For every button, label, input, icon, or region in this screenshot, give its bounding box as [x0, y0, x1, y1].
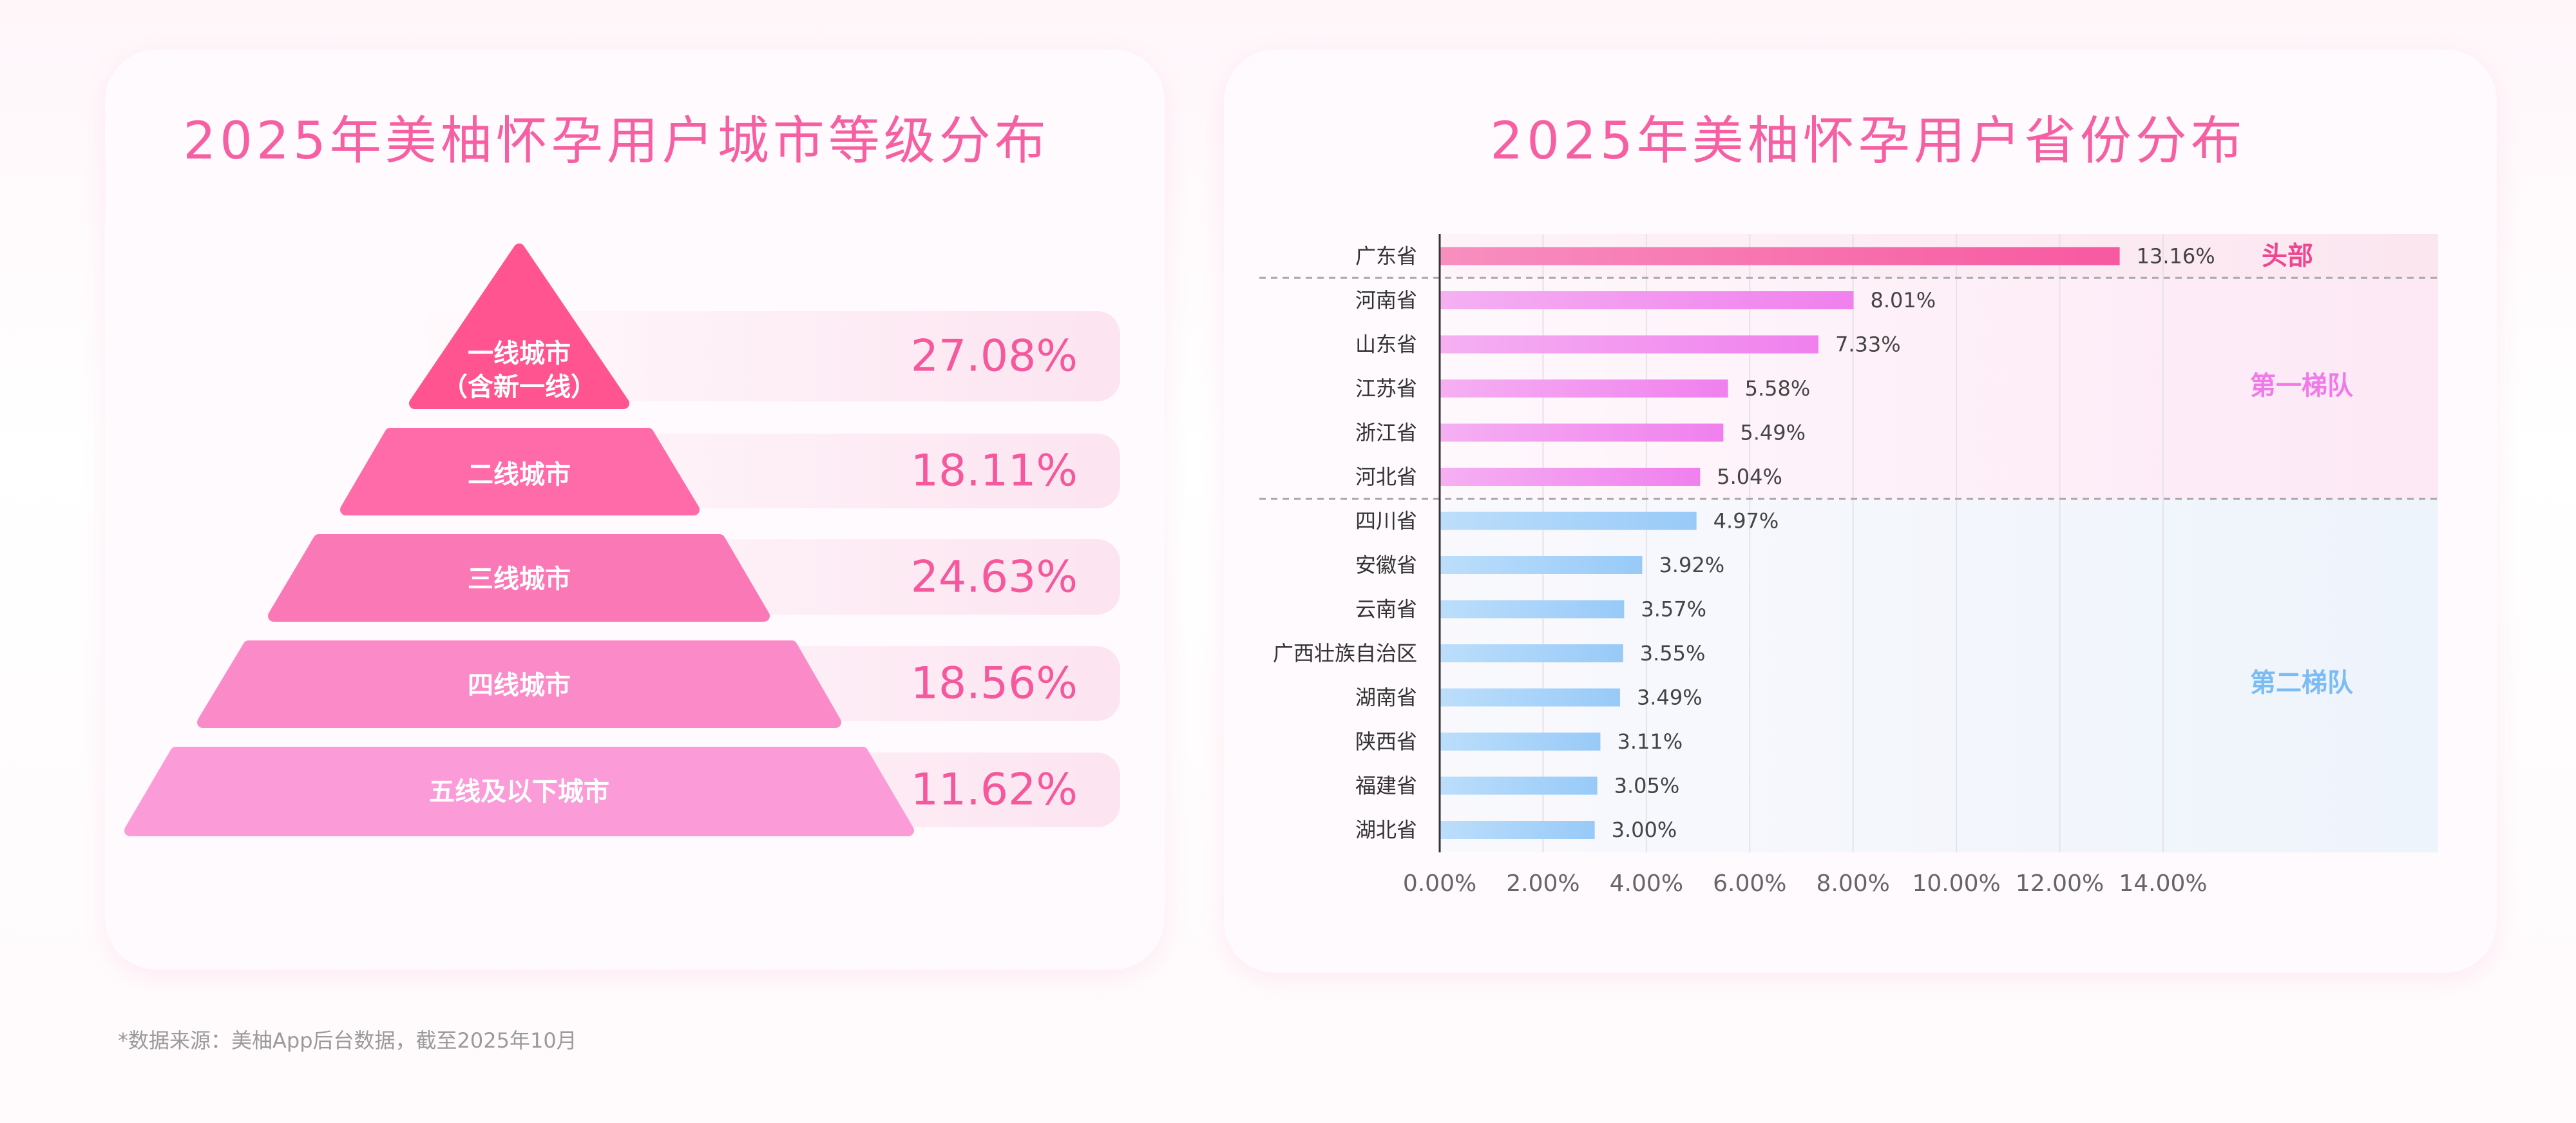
tier-1-percent: 27.08% [910, 331, 1078, 382]
pyramid-tier-4 [197, 640, 841, 728]
city-tier-title: 2025年美柚怀孕用户城市等级分布 [183, 111, 1050, 171]
category-label: 江苏省 [1355, 376, 1417, 401]
category-label: 广西壮族自治区 [1273, 641, 1417, 666]
tier-2-label: 二线城市 [468, 460, 571, 490]
group-label: 第二梯队 [2250, 668, 2354, 698]
category-label: 湖北省 [1355, 818, 1417, 842]
value-label: 3.00% [1612, 818, 1677, 842]
tier-3-label: 三线城市 [468, 564, 571, 594]
tier-4-label: 四线城市 [468, 671, 571, 700]
value-label: 5.04% [1717, 465, 1782, 489]
x-tick-label: 14.00% [2119, 870, 2207, 897]
bar [1440, 776, 1598, 795]
category-label: 浙江省 [1355, 421, 1417, 445]
bar [1440, 512, 1697, 530]
value-label: 3.92% [1659, 553, 1724, 577]
value-label: 3.57% [1641, 597, 1706, 622]
x-tick-label: 4.00% [1610, 870, 1683, 897]
bar [1440, 335, 1818, 354]
bar [1440, 733, 1601, 751]
bar [1440, 468, 1701, 486]
pyramid-tier-1 [409, 244, 629, 409]
tier-1-label: 一线城市 （含新一线） [442, 337, 596, 404]
value-label: 13.16% [2137, 244, 2215, 269]
category-label: 陕西省 [1355, 729, 1417, 754]
category-label: 福建省 [1355, 774, 1417, 798]
value-label: 5.58% [1745, 376, 1811, 401]
value-label: 7.33% [1835, 332, 1901, 357]
tier-5-label: 五线及以下城市 [429, 777, 609, 807]
group-label: 第一梯队 [2250, 371, 2354, 401]
tier-2-percent: 18.11% [910, 445, 1078, 497]
value-label: 5.49% [1740, 421, 1806, 445]
value-label: 3.05% [1614, 774, 1680, 798]
pyramid-tier-5 [124, 747, 914, 836]
value-label: 3.55% [1640, 641, 1706, 666]
group-label: 头部 [2262, 242, 2313, 271]
category-label: 河南省 [1355, 288, 1417, 312]
category-label: 湖南省 [1355, 686, 1417, 710]
bar [1440, 291, 1854, 309]
category-label: 山东省 [1355, 332, 1417, 357]
value-label: 8.01% [1871, 288, 1936, 312]
bar [1440, 247, 2120, 265]
category-label: 广东省 [1355, 244, 1417, 269]
value-label: 3.49% [1637, 686, 1703, 710]
tier-3-percent: 24.63% [910, 552, 1078, 602]
x-tick-label: 8.00% [1817, 870, 1890, 897]
x-tick-label: 2.00% [1506, 870, 1579, 897]
category-label: 云南省 [1355, 597, 1417, 622]
bar [1440, 688, 1620, 707]
data-source-footnote: *数据来源：美柚App后台数据，截至2025年10月 [118, 1028, 577, 1053]
tier-5-percent: 11.62% [910, 764, 1078, 816]
bar [1440, 644, 1623, 662]
bar [1440, 556, 1643, 574]
bar [1440, 379, 1728, 398]
x-tick-label: 0.00% [1403, 870, 1476, 897]
category-label: 安徽省 [1355, 553, 1417, 577]
category-label: 河北省 [1355, 465, 1417, 489]
value-label: 3.11% [1617, 729, 1683, 754]
category-label: 四川省 [1355, 509, 1417, 533]
x-tick-label: 10.00% [1913, 870, 2001, 897]
pyramid-tier-3 [268, 534, 770, 622]
value-label: 4.97% [1713, 509, 1779, 533]
tier-1-label-line2: （含新一线） [442, 372, 596, 402]
x-tick-label: 12.00% [2016, 870, 2104, 897]
pyramid-tier-2 [340, 428, 700, 515]
bar [1440, 821, 1595, 839]
province-title: 2025年美柚怀孕用户省份分布 [1490, 111, 2246, 171]
tier-4-percent: 18.56% [910, 658, 1078, 709]
x-tick-label: 6.00% [1713, 870, 1786, 897]
bar [1440, 423, 1724, 442]
tier-1-label-line1: 一线城市 [468, 339, 571, 369]
bar [1440, 600, 1625, 619]
